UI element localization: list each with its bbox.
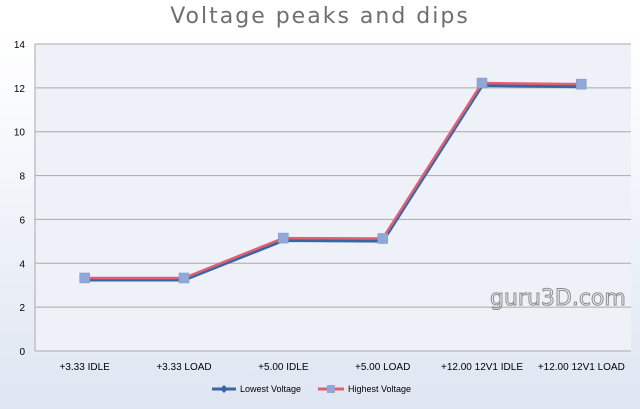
x-tick-label: +5.00 IDLE <box>258 362 309 373</box>
x-axis-ticks: +3.33 IDLE +3.33 LOAD +5.00 IDLE +5.00 LOAD… <box>60 362 625 373</box>
y-tick-label: 6 <box>19 215 25 226</box>
series-group <box>79 77 587 284</box>
marker-highest-voltage <box>178 272 190 284</box>
marker-highest-voltage <box>476 77 488 89</box>
legend: Lowest Voltage Highest Voltage <box>212 384 411 394</box>
chart-title: Voltage peaks and dips <box>170 4 470 29</box>
x-tick-label: +12.00 12V1 LOAD <box>538 362 625 373</box>
legend-label-highest-voltage: Highest Voltage <box>348 384 411 394</box>
legend-marker-highest-voltage <box>327 385 335 393</box>
y-tick-label: 2 <box>19 303 25 314</box>
x-tick-label: +12.00 12V1 IDLE <box>441 362 523 373</box>
legend-label-lowest-voltage: Lowest Voltage <box>240 384 301 394</box>
y-tick-label: 12 <box>14 84 26 95</box>
y-tick-label: 4 <box>19 259 25 270</box>
legend-marker-lowest-voltage <box>220 385 228 393</box>
y-tick-label: 8 <box>19 172 25 183</box>
marker-highest-voltage <box>576 78 587 90</box>
marker-highest-voltage <box>377 233 388 244</box>
y-tick-label: 10 <box>14 128 26 139</box>
y-axis-ticks: 0 2 4 6 8 10 12 14 <box>14 40 26 358</box>
y-tick-label: 0 <box>19 347 25 358</box>
x-tick-label: +3.33 IDLE <box>60 362 111 373</box>
x-tick-label: +5.00 LOAD <box>355 362 410 373</box>
series-line-highest-voltage <box>84 81 582 280</box>
y-tick-label: 14 <box>14 40 26 51</box>
series-line-lowest-voltage <box>84 82 582 282</box>
gridlines <box>34 43 631 352</box>
plot-area <box>35 44 631 351</box>
marker-highest-voltage <box>79 272 90 284</box>
x-tick-label: +3.33 LOAD <box>156 362 211 373</box>
watermark: guru3D.com <box>490 286 626 311</box>
marker-highest-voltage <box>278 232 289 244</box>
